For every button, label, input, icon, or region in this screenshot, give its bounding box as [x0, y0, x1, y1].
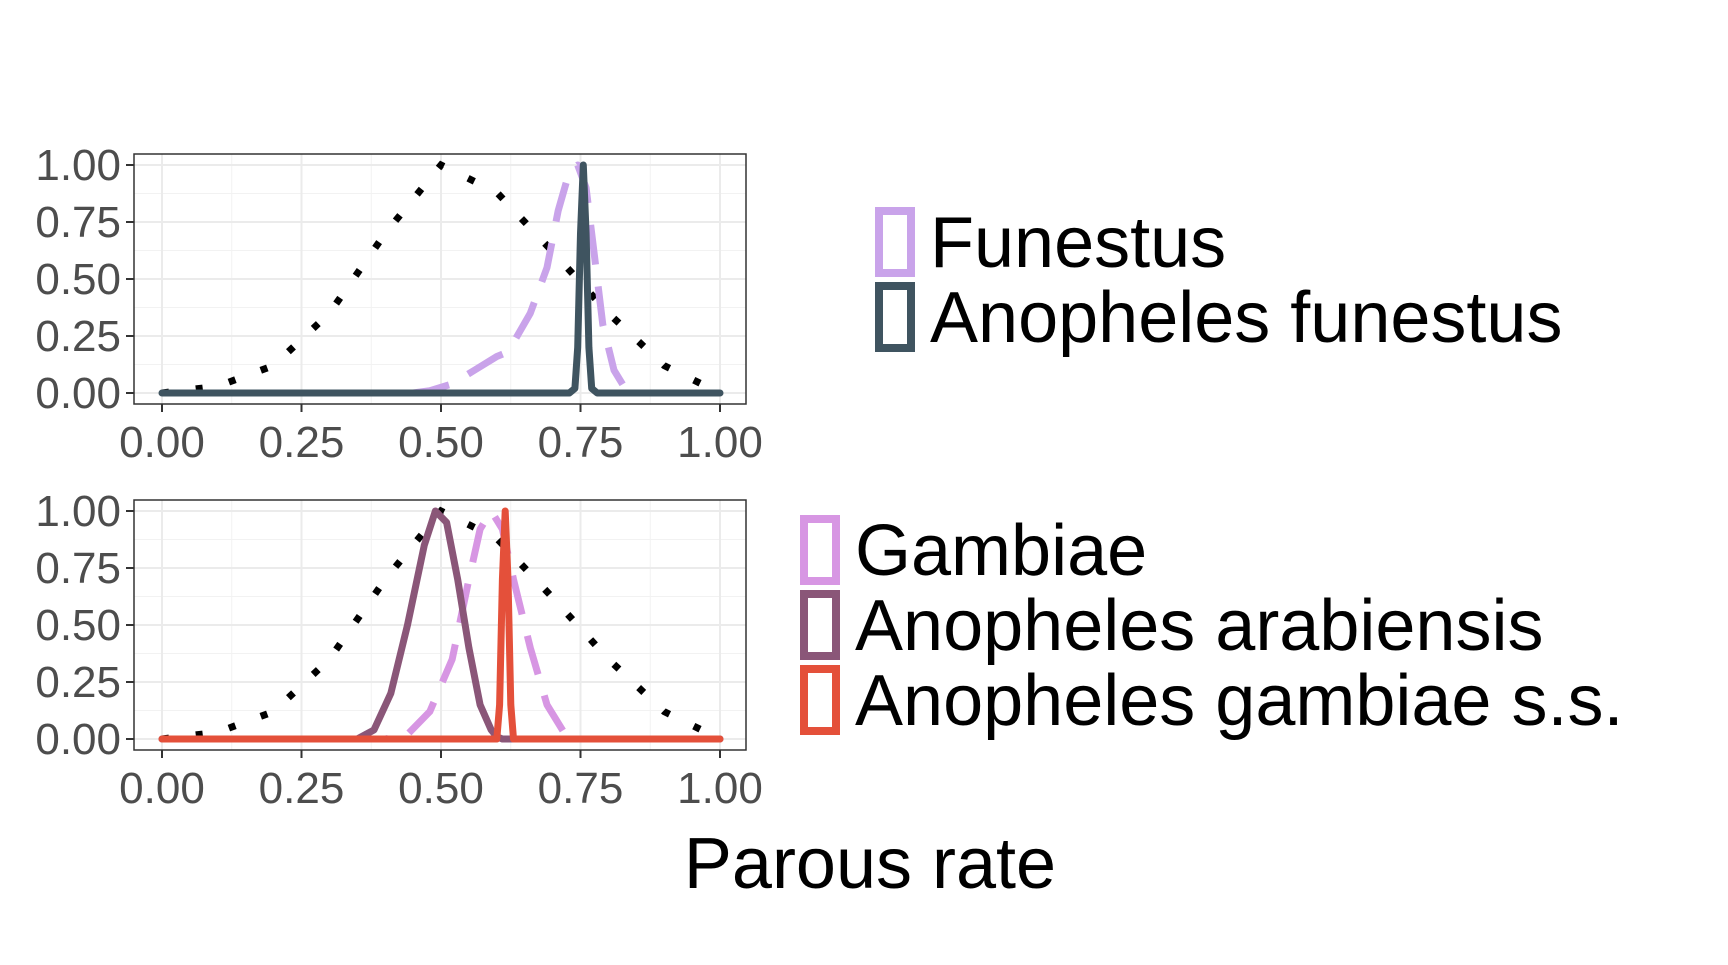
x-axis-title: Parous rate: [684, 824, 1056, 904]
y-tick-label: 0.75: [35, 198, 121, 247]
series-line-2: [158, 161, 724, 397]
y-tick-label: 0.25: [35, 312, 121, 361]
legend-key-2: [800, 590, 840, 660]
x-tick-label: 1.00: [677, 418, 763, 467]
y-tick-label: 0.50: [35, 601, 121, 650]
legend-key-2: [875, 282, 915, 352]
reference-curve: [161, 506, 722, 743]
legend-key-3: [800, 665, 840, 735]
legend-key-1: [800, 515, 840, 585]
x-tick-label: 0.00: [119, 418, 205, 467]
legend-label-2: Anopheles funestus: [930, 278, 1562, 358]
x-tick-label: 0.25: [259, 764, 345, 813]
x-tick-label: 0.75: [538, 764, 624, 813]
legend-label-1: Gambiae: [855, 511, 1147, 591]
legend-key-1: [875, 207, 915, 277]
y-tick-label: 1.00: [35, 141, 121, 190]
legend-label-2: Anopheles arabiensis: [855, 586, 1543, 666]
x-tick-label: 0.50: [398, 764, 484, 813]
x-tick-label: 0.00: [119, 764, 205, 813]
y-tick-label: 0.50: [35, 255, 121, 304]
x-tick-label: 0.50: [398, 418, 484, 467]
x-tick-label: 0.75: [538, 418, 624, 467]
reference-curve: [161, 160, 722, 397]
panel-bottom: 0.00 0.25 0.50 0.75 1.00 0.00 0.25 0.50 0.75 1.00…: [35, 487, 1623, 813]
y-tick-label: 1.00: [35, 487, 121, 536]
y-tick-label: 0.25: [35, 658, 121, 707]
panel-top: 0.00 0.25 0.50 0.75 1.00 0.00 0.25 0.50 0.75 1.00…: [35, 141, 1562, 467]
legend-label-3: Anopheles gambiae s.s.: [855, 661, 1623, 741]
x-tick-label: 1.00: [677, 764, 763, 813]
series-line-1: [162, 507, 720, 743]
y-tick-label: 0.00: [35, 715, 121, 764]
legend-label-1: Funestus: [930, 203, 1226, 283]
y-tick-label: 0.00: [35, 369, 121, 418]
series-line-1: [162, 161, 720, 397]
series-line-3: [158, 507, 724, 743]
y-tick-label: 0.75: [35, 544, 121, 593]
x-tick-label: 0.25: [259, 418, 345, 467]
